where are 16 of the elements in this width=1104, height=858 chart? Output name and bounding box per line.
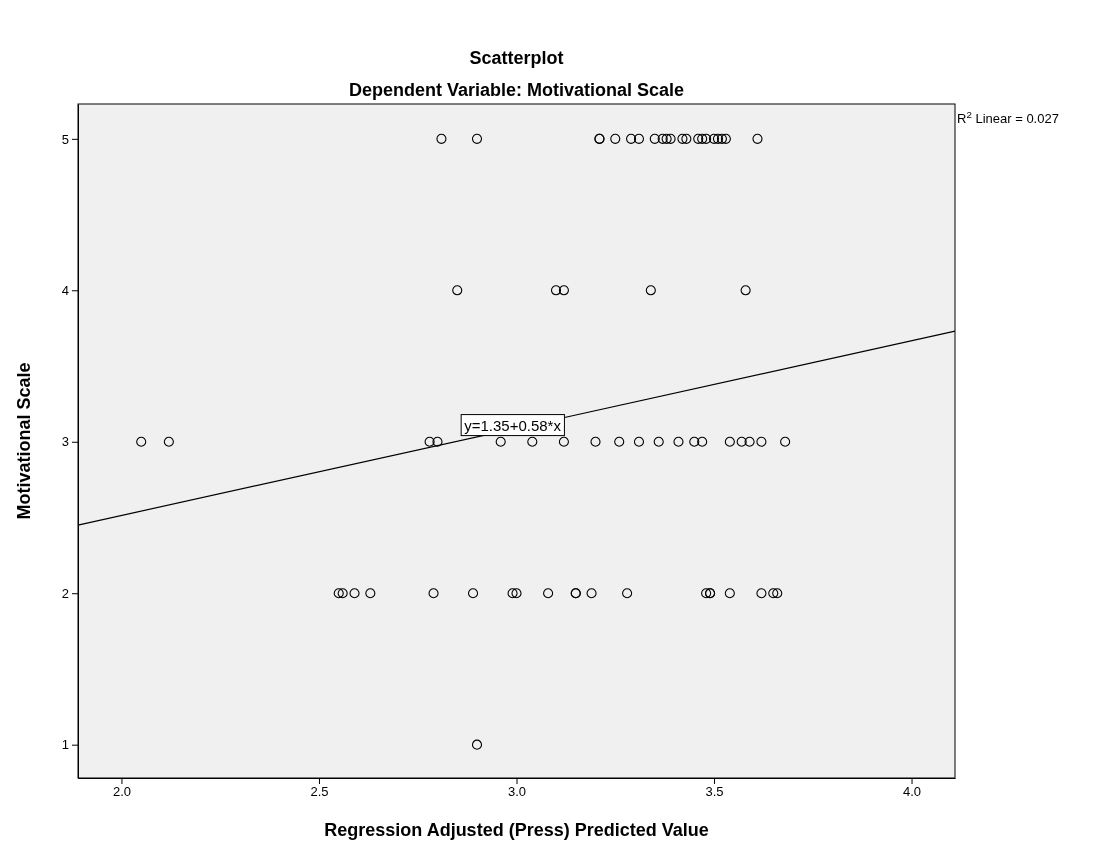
y-tick-label: 1: [61, 737, 69, 753]
x-axis-title: Regression Adjusted (Press) Predicted Value: [324, 820, 709, 840]
x-tick-label: 3.5: [705, 784, 724, 800]
y-tick-label: 3: [61, 434, 69, 450]
y-tick-label: 2: [61, 585, 69, 601]
x-tick-label: 2.0: [112, 784, 131, 800]
y-axis-title: Motivational Scale: [14, 362, 34, 520]
x-tick-label: 3.0: [507, 784, 527, 800]
annotation: y=1.35+0.58*x: [464, 416, 562, 434]
text: R$^{2}$ Linear = 0.027: [957, 108, 1059, 126]
chart-subtitle: Dependent Variable: Motivational Scale: [348, 80, 685, 100]
y-tick-label: 5: [61, 131, 69, 147]
x-tick-label: 4.0: [903, 784, 922, 800]
x-tick-label: 2.5: [310, 784, 329, 800]
chart-title: Scatterplot: [469, 48, 564, 68]
y-tick-label: 4: [61, 282, 69, 298]
